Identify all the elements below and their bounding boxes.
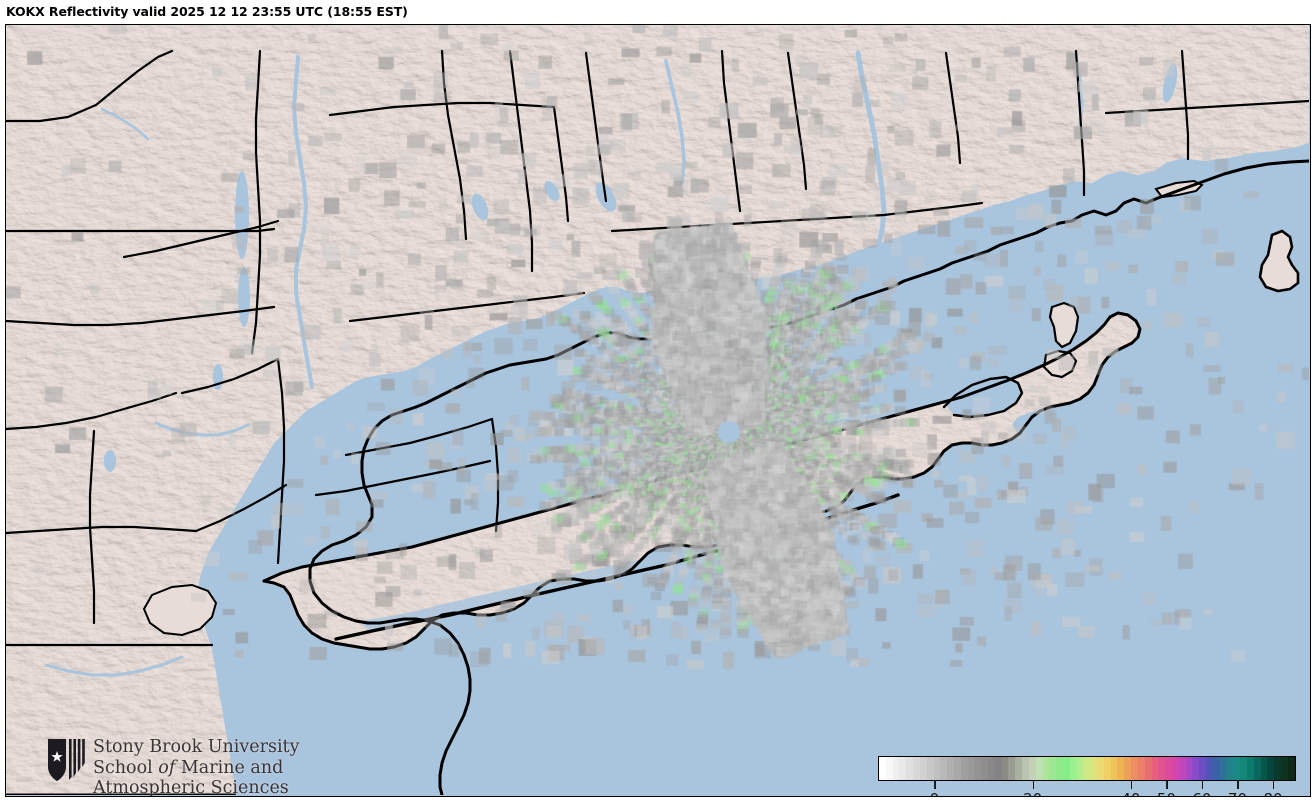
colorbar-segment [1042,757,1050,780]
colorbar-segment [967,757,975,780]
colorbar-segment [1287,757,1295,780]
colorbar-segment [1035,757,1043,780]
colorbar-segment [1001,757,1009,780]
colorbar-segment [1097,757,1104,780]
colorbar-tick-label: 0 [930,790,940,796]
colorbar-segment [1274,757,1281,780]
colorbar-tick-label: 60 [1192,790,1211,796]
colorbar-segment [1199,757,1206,780]
radar-reflectivity-layer [6,25,1309,795]
colorbar-tick-label: 70 [1228,790,1247,796]
colorbar-segment [919,757,927,780]
colorbar-segment [1103,757,1111,780]
colorbar-segment [1267,757,1275,780]
colorbar-segment [1144,757,1152,780]
colorbar-segment [1062,757,1070,780]
colorbar-segment [1226,757,1234,780]
colorbar-segment [947,757,954,780]
colorbar-segment [899,757,907,780]
colorbar-tick [1237,781,1239,789]
colorbar-segment [1158,757,1166,780]
colorbar-segment [1083,757,1091,780]
colorbar-tick-label: 80 [1263,790,1282,796]
colorbar-segment [1233,757,1241,780]
colorbar-segment [1185,757,1193,780]
colorbar-segment [892,757,900,780]
colorbar-segment [933,757,941,780]
colorbar-segment [988,757,995,780]
colorbar-tick [1201,781,1204,789]
colorbar-segment [1015,757,1023,780]
colorbar-segment [974,757,982,780]
colorbar-tick [1166,781,1168,789]
colorbar-segment [1178,757,1186,780]
colorbar-segment [1240,757,1247,780]
colorbar-segment [1076,757,1084,780]
colorbar-segment [953,757,961,780]
colorbar-tick [1273,781,1275,789]
colorbar-segment [879,757,886,780]
colorbar-ticks [878,781,1296,789]
reflectivity-colorbar[interactable]: 0 20 40 50 60 70 80 [878,756,1296,796]
colorbar-tick [934,781,936,789]
colorbar-tick-label: 20 [1023,790,1042,796]
colorbar-segment [1212,757,1220,780]
colorbar-tick [1130,781,1133,789]
colorbar-segment [1008,757,1016,780]
colorbar-segment [1137,757,1145,780]
colorbar-segment [1131,757,1138,780]
colorbar-segment [1069,757,1077,780]
colorbar-gradient [878,756,1296,781]
colorbar-segment [1171,757,1179,780]
colorbar-segment [1280,757,1288,780]
colorbar-segment [1260,757,1268,780]
colorbar-segment [1117,757,1125,780]
map-viewport[interactable]: Stony Brook University School of Marine … [6,25,1310,796]
colorbar-segment [1253,757,1261,780]
colorbar-tick-label: 40 [1121,790,1140,796]
colorbar-tick-labels: 0 20 40 50 60 70 80 [878,789,1296,796]
colorbar-segment [1165,757,1172,780]
colorbar-segment [1110,757,1118,780]
map-frame[interactable]: Stony Brook University School of Marine … [5,24,1311,797]
colorbar-tick [1032,781,1035,789]
colorbar-segment [913,757,920,780]
colorbar-segment [1056,757,1063,780]
page-title: KOKX Reflectivity valid 2025 12 12 23:55… [6,4,408,19]
colorbar-segment [1049,757,1057,780]
colorbar-segment [1206,757,1213,780]
colorbar-segment [1219,757,1227,780]
colorbar-segment [1028,757,1036,780]
colorbar-tick-label: 50 [1157,790,1176,796]
colorbar-segment [926,757,934,780]
colorbar-segment [1192,757,1200,780]
colorbar-segment [1022,757,1029,780]
colorbar-segment [981,757,988,780]
colorbar-segment [1246,757,1254,780]
colorbar-segment [960,757,968,780]
colorbar-segment [906,757,914,780]
colorbar-segment [940,757,948,780]
colorbar-segment [1124,757,1132,780]
colorbar-segment [1151,757,1159,780]
colorbar-segment [885,757,893,780]
colorbar-segment [1090,757,1097,780]
colorbar-segment [994,757,1002,780]
